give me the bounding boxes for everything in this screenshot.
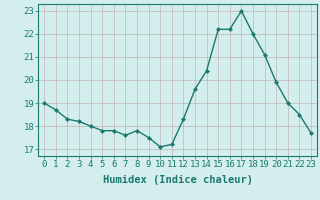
X-axis label: Humidex (Indice chaleur): Humidex (Indice chaleur) [103,175,252,185]
